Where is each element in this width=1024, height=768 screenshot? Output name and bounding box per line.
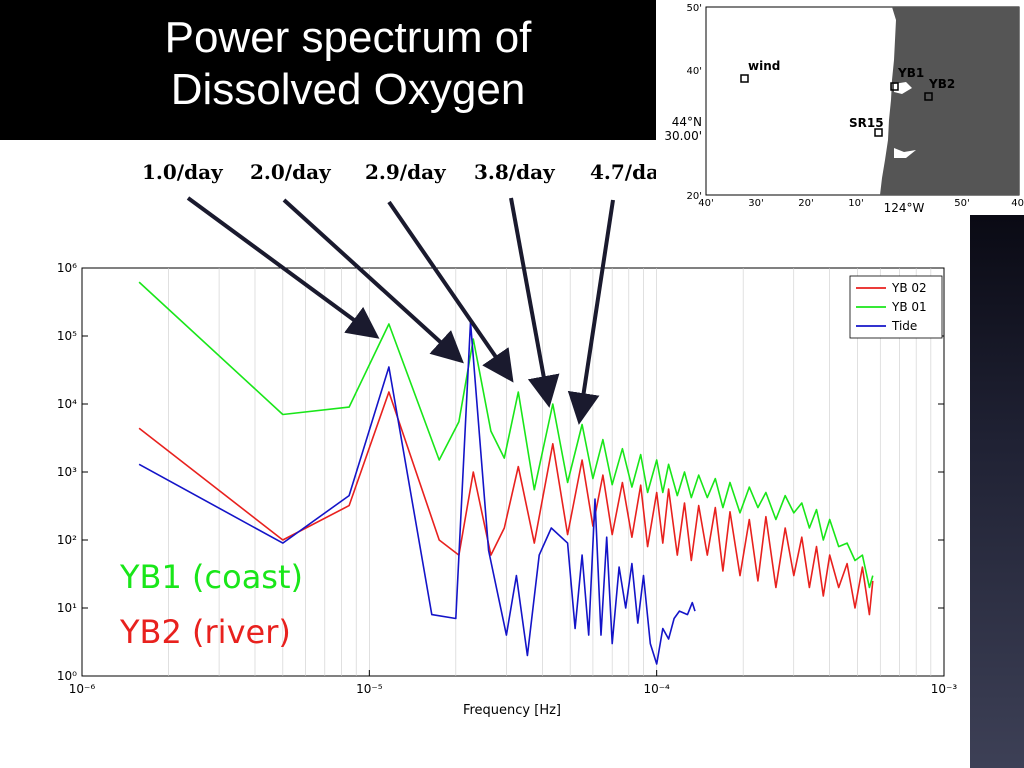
- map-lat-tick: 20': [687, 191, 702, 202]
- axis-ticks: 10⁻⁶ 10⁻⁵ 10⁻⁴ 10⁻³ 10⁰ 10¹ 10² 10³ 10⁴ 10⁵ 10⁶: [57, 261, 957, 696]
- y-tick-label: 10⁴: [57, 397, 77, 411]
- annotation-arrow: [387, 200, 514, 383]
- annotation-river: YB2 (river): [119, 613, 291, 651]
- map-lat-tick: 50': [687, 3, 702, 14]
- map-lat-tick: 40': [687, 66, 702, 77]
- map-lon-tick: 30': [748, 198, 763, 209]
- y-tick-label: 10⁵: [57, 329, 77, 343]
- power-spectrum-chart: 10⁻⁶ 10⁻⁵ 10⁻⁴ 10⁻³ 10⁰ 10¹ 10² 10³ 10⁴ 10⁵ 10⁶ YB…: [57, 196, 957, 718]
- x-tick-label: 10⁻⁵: [356, 682, 383, 696]
- annotation-arrow: [186, 196, 380, 339]
- series-line-yb-02: [138, 391, 874, 616]
- series-line-yb-01: [138, 281, 874, 589]
- map-svg: wind YB1 YB2 SR15 50'40'44°N30.00'20'40'…: [664, 3, 1024, 215]
- wind-station-marker: [740, 74, 749, 83]
- annotation-arrow: [282, 198, 464, 364]
- map-lon-tick: 124°W: [884, 201, 925, 215]
- map-lat-tick: 44°N: [672, 115, 702, 129]
- legend-entry-label: YB 02: [891, 281, 927, 295]
- series-line-tide: [138, 321, 696, 665]
- plot-frame: [81, 267, 945, 677]
- arrow-label-2: 2.0/day: [250, 160, 331, 184]
- land-mass: [880, 7, 1019, 195]
- map-lon-tick: 40': [1011, 198, 1024, 209]
- map-label-sr15: SR15: [849, 116, 884, 130]
- arrow-label-4: 3.8/day: [474, 160, 555, 184]
- map-lon-tick: 10': [848, 198, 863, 209]
- map-lon-tick: 20': [798, 198, 813, 209]
- annotation-arrow: [567, 199, 615, 425]
- slide-title: Power spectrum of Dissolved Oxygen: [40, 12, 656, 116]
- yb2-station-marker: [924, 92, 933, 101]
- slide-title-line-1: Power spectrum of: [164, 13, 532, 62]
- y-tick-label: 10⁶: [57, 261, 77, 275]
- series-layer: [138, 281, 874, 665]
- legend-entry-label: Tide: [891, 319, 917, 333]
- x-tick-label: 10⁻³: [931, 682, 958, 696]
- arrow-label-3: 2.9/day: [365, 160, 446, 184]
- map-lat-tick: 30.00': [664, 129, 702, 143]
- arrows: [186, 196, 615, 425]
- y-tick-label: 10³: [57, 465, 77, 479]
- side-decoration: [970, 215, 1024, 768]
- chart-legend: YB 02 YB 01 Tide: [849, 275, 943, 339]
- yb1-station-marker: [890, 82, 899, 91]
- map-ticks: 50'40'44°N30.00'20'40' 30' 20' 10' 124°W 50' 4…: [664, 3, 1024, 215]
- x-tick-label: 10⁻⁴: [643, 682, 670, 696]
- map-label-yb1: YB1: [897, 66, 924, 80]
- annotation-coast: YB1 (coast): [119, 558, 303, 596]
- map-label-yb2: YB2: [928, 77, 955, 91]
- x-tick-label: 10⁻⁶: [69, 682, 96, 696]
- title-bar: Power spectrum of Dissolved Oxygen: [0, 0, 656, 140]
- plot-area: [81, 267, 945, 677]
- map-lon-tick: 40': [698, 198, 713, 209]
- sr15-station-marker: [874, 128, 883, 137]
- bay-river: [894, 148, 916, 158]
- arrow-label-1: 1.0/day: [142, 160, 223, 184]
- x-axis-label: Frequency [Hz]: [463, 703, 561, 718]
- legend-entry-label: YB 01: [891, 300, 927, 314]
- annotation-arrow: [509, 197, 560, 408]
- location-map: wind YB1 YB2 SR15 50' 40' 44°N 30.00' 20' 40'…: [656, 0, 1024, 215]
- y-tick-label: 10²: [57, 533, 77, 547]
- y-tick-label: 10¹: [57, 601, 77, 615]
- y-tick-label: 10⁰: [57, 669, 77, 683]
- slide-title-line-2: Dissolved Oxygen: [170, 65, 526, 114]
- map-lon-tick: 50': [954, 198, 969, 209]
- map-label-wind: wind: [748, 59, 780, 73]
